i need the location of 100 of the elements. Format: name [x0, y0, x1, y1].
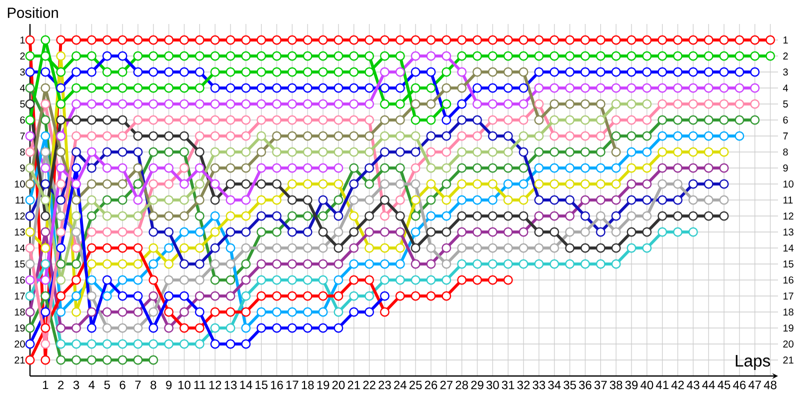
y2-tick-label: 13 [783, 228, 794, 236]
point [380, 291, 390, 301]
point [426, 131, 436, 141]
point [102, 51, 112, 61]
point [565, 195, 575, 205]
point [40, 275, 50, 285]
point [334, 131, 344, 141]
point [25, 307, 35, 317]
point [86, 195, 96, 205]
point [642, 195, 652, 205]
point [133, 323, 143, 333]
point [472, 115, 482, 125]
point [318, 147, 328, 157]
point [426, 35, 436, 45]
point [118, 179, 128, 189]
point [256, 99, 266, 109]
point [179, 243, 189, 253]
point [287, 115, 297, 125]
y-tick-label: 16 [14, 276, 25, 284]
point [380, 115, 390, 125]
point [194, 99, 204, 109]
point [534, 211, 544, 221]
point [133, 259, 143, 269]
point [56, 195, 66, 205]
point [334, 211, 344, 221]
point [40, 227, 50, 237]
point [565, 147, 575, 157]
point [334, 83, 344, 93]
point [148, 83, 158, 93]
point [40, 259, 50, 269]
point [488, 195, 498, 205]
point [534, 51, 544, 61]
point [503, 115, 513, 125]
point [349, 195, 359, 205]
point [72, 35, 82, 45]
point [426, 115, 436, 125]
point [457, 179, 467, 189]
point [410, 243, 420, 253]
point [596, 211, 606, 221]
point [25, 291, 35, 301]
point [503, 51, 513, 61]
point [226, 131, 236, 141]
point [148, 115, 158, 125]
point [395, 291, 405, 301]
point [86, 99, 96, 109]
point [642, 83, 652, 93]
point [364, 99, 374, 109]
point [349, 115, 359, 125]
point [241, 323, 251, 333]
point [673, 99, 682, 109]
point [364, 147, 374, 157]
point [750, 67, 760, 77]
point [488, 115, 498, 125]
x-tick-label: 13 [224, 380, 237, 390]
point [334, 35, 344, 45]
point [318, 51, 328, 61]
point [148, 355, 158, 365]
point [580, 259, 590, 269]
point [40, 307, 50, 317]
point [133, 99, 143, 109]
point [302, 291, 312, 301]
point [719, 35, 729, 45]
point [25, 227, 35, 237]
y-tick-label: 1 [20, 36, 25, 44]
point [86, 35, 96, 45]
point [658, 195, 668, 205]
point [518, 131, 528, 141]
point [287, 195, 297, 205]
point [334, 243, 344, 253]
point [226, 83, 236, 93]
point [226, 275, 236, 285]
point [611, 243, 621, 253]
point [596, 179, 606, 189]
point [102, 83, 112, 93]
point [503, 195, 513, 205]
point [56, 291, 66, 301]
point [179, 163, 189, 173]
point [72, 243, 82, 253]
y-tick-label: 4 [20, 84, 25, 92]
point [364, 259, 374, 269]
point [596, 147, 606, 157]
point [148, 291, 158, 301]
point [503, 227, 513, 237]
point [580, 227, 590, 237]
point [302, 131, 312, 141]
point [364, 195, 374, 205]
point [287, 243, 297, 253]
point [241, 131, 251, 141]
point [287, 35, 297, 45]
y2-tick-label: 15 [783, 260, 794, 268]
point [457, 163, 467, 173]
point [86, 307, 96, 317]
y2-tick-label: 19 [783, 324, 794, 332]
point [658, 163, 668, 173]
point [611, 195, 621, 205]
point [472, 163, 482, 173]
point [334, 291, 344, 301]
point [426, 259, 436, 269]
point [272, 243, 282, 253]
point [302, 275, 312, 285]
